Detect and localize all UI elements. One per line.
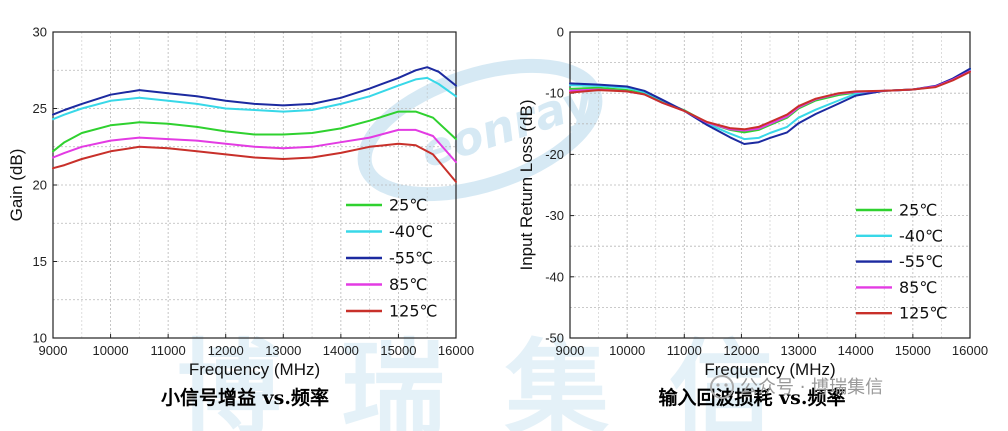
gain-legend-label-0: 25℃ [389,196,427,215]
gain-legend-label-1: -40℃ [389,222,433,241]
wechat-icon [710,375,734,399]
rl-legend-label-3: 85℃ [899,278,937,297]
gain-ytick-label: 10 [33,331,47,346]
rl-xtick-label: 10000 [609,343,645,358]
gain-xtick-label: 11000 [151,343,186,358]
wechat-label: 公众号 · 博瑞集信 [740,377,883,398]
rl-ytick-label: -20 [545,147,564,162]
gain-legend-label-4: 125℃ [389,302,438,321]
rl-caption: 输入回波损耗 vs.频率 [659,386,846,409]
gain-xtick-label: 13000 [265,343,301,358]
gain-ytick-label: 25 [33,101,47,116]
rl-xtick-label: 14000 [838,343,874,358]
return-loss-chart: 9000 10000 11000 12000 13000 14000 15000 16000 0… [517,25,988,410]
gain-xtick-label: 15000 [380,343,416,358]
rl-xtick-label: 13000 [780,343,816,358]
rl-legend: 25℃ -40℃ -55℃ 85℃ 125℃ [856,201,948,323]
rl-x-axis-title: Frequency (MHz) [704,360,835,379]
gain-series-line-3 [52,128,457,164]
brand-logo-watermark: eonray [357,58,603,202]
rl-series-line-4 [569,70,971,131]
rl-ytick-label: 0 [557,25,564,40]
gain-caption: 小信号增益 vs.频率 [161,386,329,409]
gain-xtick-label: 9000 [39,343,68,358]
gain-ytick-label: 15 [33,254,47,269]
gain-xtick-label: 16000 [438,343,474,358]
gain-y-axis-title: Gain (dB) [7,149,26,222]
large-watermark-text: 博瑞集信 [177,328,833,431]
rl-legend-label-0: 25℃ [899,201,937,220]
rl-legend-label-4: 125℃ [899,304,948,323]
rl-legend-label-1: -40℃ [899,226,943,245]
gain-xtick-label: 14000 [323,343,359,358]
gain-legend: 25℃ -40℃ -55℃ 85℃ 125℃ [346,196,438,321]
rl-xtick-label: 9000 [556,343,585,358]
rl-xtick-label: 16000 [952,343,988,358]
gain-legend-label-3: 85℃ [389,275,427,294]
gain-chart: 9000 10000 11000 12000 13000 14000 15000 16000 1… [7,25,474,410]
gain-series-line-2 [52,66,457,116]
rl-xtick-label: 11000 [667,343,702,358]
rl-grid [570,32,970,338]
rl-ytick-label: -50 [545,331,564,346]
gain-legend-label-2: -55℃ [389,249,433,268]
rl-ytick-label: -10 [545,86,564,101]
rl-ytick-label: -40 [545,269,564,284]
gain-series-line-4 [52,142,457,183]
rl-ytick-label: -30 [545,208,564,223]
gain-ytick-label: 20 [33,178,47,193]
rl-xtick-label: 15000 [895,343,931,358]
wechat-tag: 公众号 · 博瑞集信 [710,375,883,399]
rl-legend-label-2: -55℃ [899,252,943,271]
rl-xtick-label: 12000 [723,343,759,358]
gain-xtick-label: 12000 [208,343,244,358]
gain-xtick-label: 10000 [92,343,128,358]
gain-series-line-1 [52,76,457,121]
gain-series-line-0 [52,110,457,153]
gain-x-axis-title: Frequency (MHz) [189,360,320,379]
gain-ytick-label: 30 [33,25,47,40]
rl-y-axis-title: Input Return Loss (dB) [517,99,536,270]
rl-plot-frame [569,31,971,339]
